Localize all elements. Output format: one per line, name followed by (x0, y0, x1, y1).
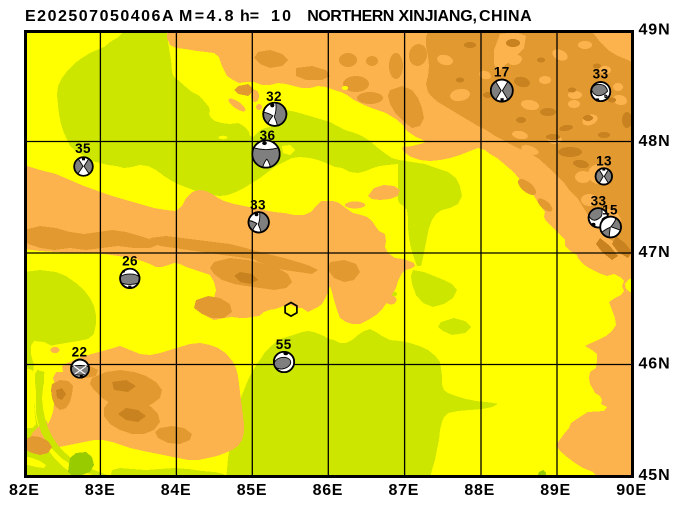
svg-text:17: 17 (494, 65, 510, 80)
svg-text:83E: 83E (85, 482, 116, 499)
svg-text:46N: 46N (639, 356, 671, 373)
svg-text:86E: 86E (313, 482, 344, 499)
svg-text:36: 36 (260, 128, 276, 143)
svg-text:55: 55 (276, 337, 292, 352)
svg-text:82E: 82E (9, 482, 40, 499)
svg-text:45N: 45N (639, 467, 671, 484)
svg-text:15: 15 (602, 203, 618, 218)
svg-text:47N: 47N (639, 244, 671, 261)
svg-text:13: 13 (596, 154, 612, 169)
svg-text:49N: 49N (639, 22, 671, 39)
svg-text:E202507050406A: E202507050406A (25, 8, 175, 25)
svg-text:84E: 84E (161, 482, 192, 499)
svg-text:33: 33 (250, 198, 266, 213)
svg-text:48N: 48N (639, 133, 671, 150)
svg-text:h=: h= (240, 8, 259, 25)
svg-text:35: 35 (75, 141, 91, 156)
svg-text:33: 33 (591, 194, 607, 209)
svg-text:33: 33 (593, 67, 609, 82)
svg-text:M=4.8: M=4.8 (179, 8, 236, 25)
svg-text:32: 32 (266, 89, 282, 104)
svg-text:89E: 89E (540, 482, 571, 499)
svg-text:87E: 87E (389, 482, 420, 499)
svg-text:85E: 85E (237, 482, 268, 499)
svg-text:CHINA: CHINA (479, 8, 532, 25)
svg-text:XINJIANG,: XINJIANG, (399, 8, 477, 25)
svg-text:88E: 88E (464, 482, 495, 499)
svg-text:NORTHERN: NORTHERN (307, 8, 394, 25)
svg-text:10: 10 (271, 8, 293, 25)
svg-text:22: 22 (72, 345, 88, 360)
svg-text:26: 26 (122, 254, 138, 269)
svg-text:90E: 90E (616, 482, 647, 499)
